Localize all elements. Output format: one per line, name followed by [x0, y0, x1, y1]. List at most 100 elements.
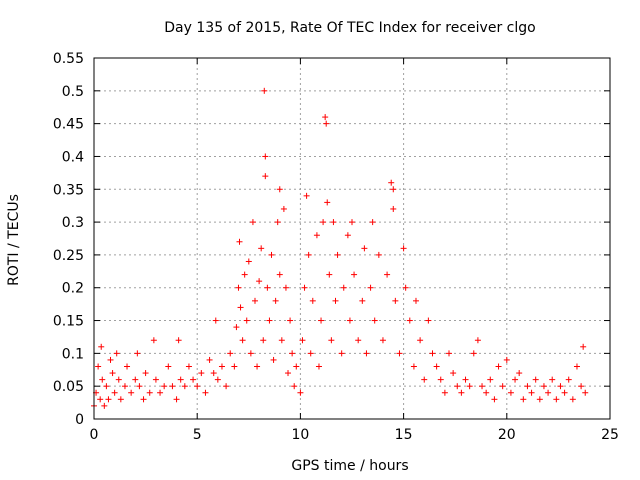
data-point — [561, 389, 568, 396]
y-tick-label: 0.4 — [62, 149, 84, 165]
grid-lines — [94, 58, 610, 419]
data-point — [165, 363, 172, 370]
data-point — [274, 219, 281, 226]
x-tick-label: 15 — [395, 427, 413, 443]
data-point — [124, 363, 131, 370]
data-point — [549, 376, 556, 383]
data-point — [227, 350, 234, 357]
data-point — [349, 219, 355, 226]
y-tick-label: 0.05 — [53, 379, 84, 395]
data-point — [351, 271, 358, 278]
data-point — [136, 383, 143, 390]
data-point — [262, 153, 269, 160]
data-point — [301, 284, 308, 291]
x-axis-label: GPS time / hours — [291, 458, 408, 474]
data-point — [390, 186, 397, 193]
data-point — [235, 284, 242, 291]
data-point — [479, 383, 486, 390]
data-point — [262, 173, 269, 180]
data-point — [287, 317, 294, 324]
data-point — [305, 251, 312, 258]
data-point — [355, 337, 362, 344]
data-point — [495, 363, 502, 370]
data-point — [218, 363, 225, 370]
data-point — [324, 199, 331, 206]
data-point — [392, 297, 399, 304]
data-point — [320, 219, 327, 226]
data-point — [239, 337, 246, 344]
y-tick-label: 0.25 — [53, 248, 84, 264]
data-point — [278, 337, 285, 344]
data-point — [450, 370, 457, 377]
data-point — [361, 245, 368, 252]
data-point — [536, 396, 543, 403]
data-point — [400, 245, 407, 252]
data-point — [185, 363, 192, 370]
data-point — [454, 383, 461, 390]
data-point — [326, 271, 333, 278]
data-point — [359, 297, 366, 304]
data-point — [332, 297, 339, 304]
data-point — [540, 383, 547, 390]
data-point — [340, 284, 347, 291]
data-point — [111, 389, 118, 396]
data-point — [417, 337, 424, 344]
data-point — [433, 363, 440, 370]
data-point — [338, 350, 345, 357]
data-point — [152, 376, 159, 383]
data-point — [474, 337, 481, 344]
data-point — [134, 350, 141, 357]
data-point — [470, 350, 477, 357]
data-point — [520, 396, 527, 403]
data-point — [210, 370, 217, 377]
data-point — [202, 389, 209, 396]
data-point — [367, 284, 374, 291]
data-point — [499, 383, 506, 390]
data-point — [289, 350, 296, 357]
data-point — [553, 396, 560, 403]
data-point — [268, 251, 275, 258]
plot-frame — [93, 57, 611, 420]
data-point — [299, 337, 306, 344]
data-point — [249, 219, 256, 226]
data-point — [293, 363, 300, 370]
data-point — [150, 337, 157, 344]
data-point — [245, 258, 252, 265]
data-point — [181, 383, 188, 390]
data-point — [410, 363, 417, 370]
data-point — [323, 120, 330, 127]
data-point — [322, 114, 329, 121]
data-point — [282, 284, 289, 291]
data-point — [437, 376, 444, 383]
data-point — [532, 376, 539, 383]
data-point — [309, 297, 316, 304]
data-point — [99, 376, 106, 383]
data-point — [466, 383, 473, 390]
data-point — [258, 245, 265, 252]
data-point — [363, 350, 370, 357]
data-point — [503, 356, 510, 363]
data-point — [177, 376, 184, 383]
data-point — [344, 232, 351, 239]
data-point — [237, 304, 244, 311]
data-point — [261, 87, 268, 94]
data-point — [307, 350, 314, 357]
data-point — [169, 383, 176, 390]
data-point — [285, 370, 292, 377]
y-tick-label: 0.45 — [53, 117, 84, 133]
y-axis-label: ROTI / TECUs — [6, 194, 22, 286]
data-point — [516, 370, 523, 377]
data-point — [582, 389, 589, 396]
data-point — [578, 383, 585, 390]
data-point — [313, 232, 320, 239]
data-point — [565, 376, 572, 383]
data-point — [390, 205, 397, 212]
data-point — [98, 343, 105, 350]
data-point — [146, 389, 153, 396]
data-point — [315, 363, 322, 370]
data-point — [388, 179, 395, 186]
data-point — [379, 337, 386, 344]
data-point — [117, 396, 124, 403]
data-point — [402, 284, 409, 291]
data-point — [251, 297, 258, 304]
